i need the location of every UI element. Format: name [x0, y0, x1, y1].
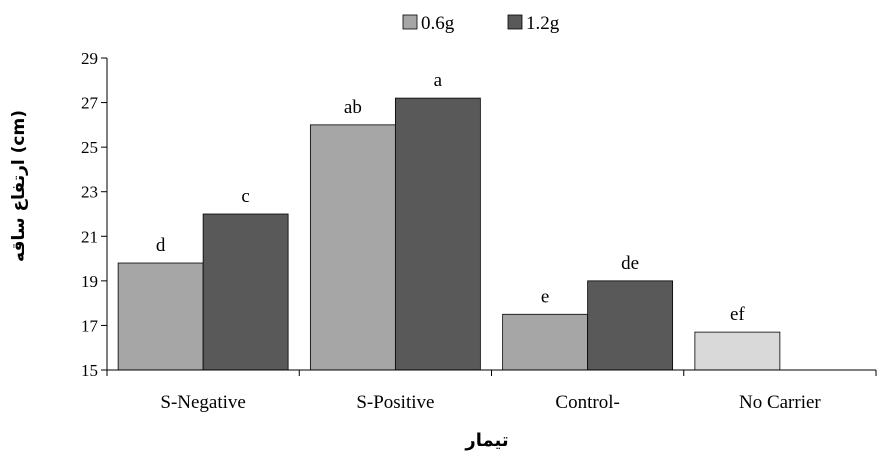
legend-label: 1.2g: [526, 13, 560, 34]
bar: [309, 124, 396, 371]
x-tick-label: S-Negative: [160, 392, 245, 413]
x-tick-label: S-Positive: [356, 392, 434, 413]
y-axis-title: ارتفاع ساقه (cm): [9, 110, 29, 262]
bar: [587, 280, 674, 371]
x-axis-title: تیمار: [464, 430, 508, 451]
data-label: de: [621, 253, 639, 274]
legend: 0.6g 1.2g: [402, 13, 560, 34]
bar: [202, 213, 289, 371]
y-tick-label: 25: [81, 138, 98, 157]
bar: [117, 262, 204, 371]
bar: [694, 331, 781, 371]
data-label: d: [156, 235, 166, 256]
x-axis: S-Negative S-Positive Control- No Carrier: [106, 369, 877, 413]
y-tick-label: 19: [81, 272, 98, 291]
x-tick-label: Control-: [555, 392, 619, 413]
data-label: ab: [344, 97, 362, 118]
y-tick-label: 17: [81, 316, 99, 335]
y-tick-label: 21: [81, 227, 98, 246]
legend-swatch: [507, 14, 523, 30]
data-label: a: [434, 70, 443, 91]
y-axis: 15 17 19 21 23 25 27 29: [81, 49, 108, 380]
legend-swatch: [402, 14, 418, 30]
y-tick-label: 23: [81, 183, 98, 202]
data-label: c: [241, 186, 249, 207]
bar: [502, 313, 589, 371]
x-tick-label: No Carrier: [739, 392, 821, 413]
bar: [394, 97, 481, 371]
bars: d c ab a e de ef: [117, 70, 781, 371]
y-tick-label: 29: [81, 49, 98, 68]
data-label: e: [541, 286, 549, 307]
data-label: ef: [730, 304, 745, 325]
y-tick-label: 15: [81, 361, 98, 380]
legend-label: 0.6g: [421, 13, 455, 34]
y-tick-label: 27: [81, 94, 99, 113]
